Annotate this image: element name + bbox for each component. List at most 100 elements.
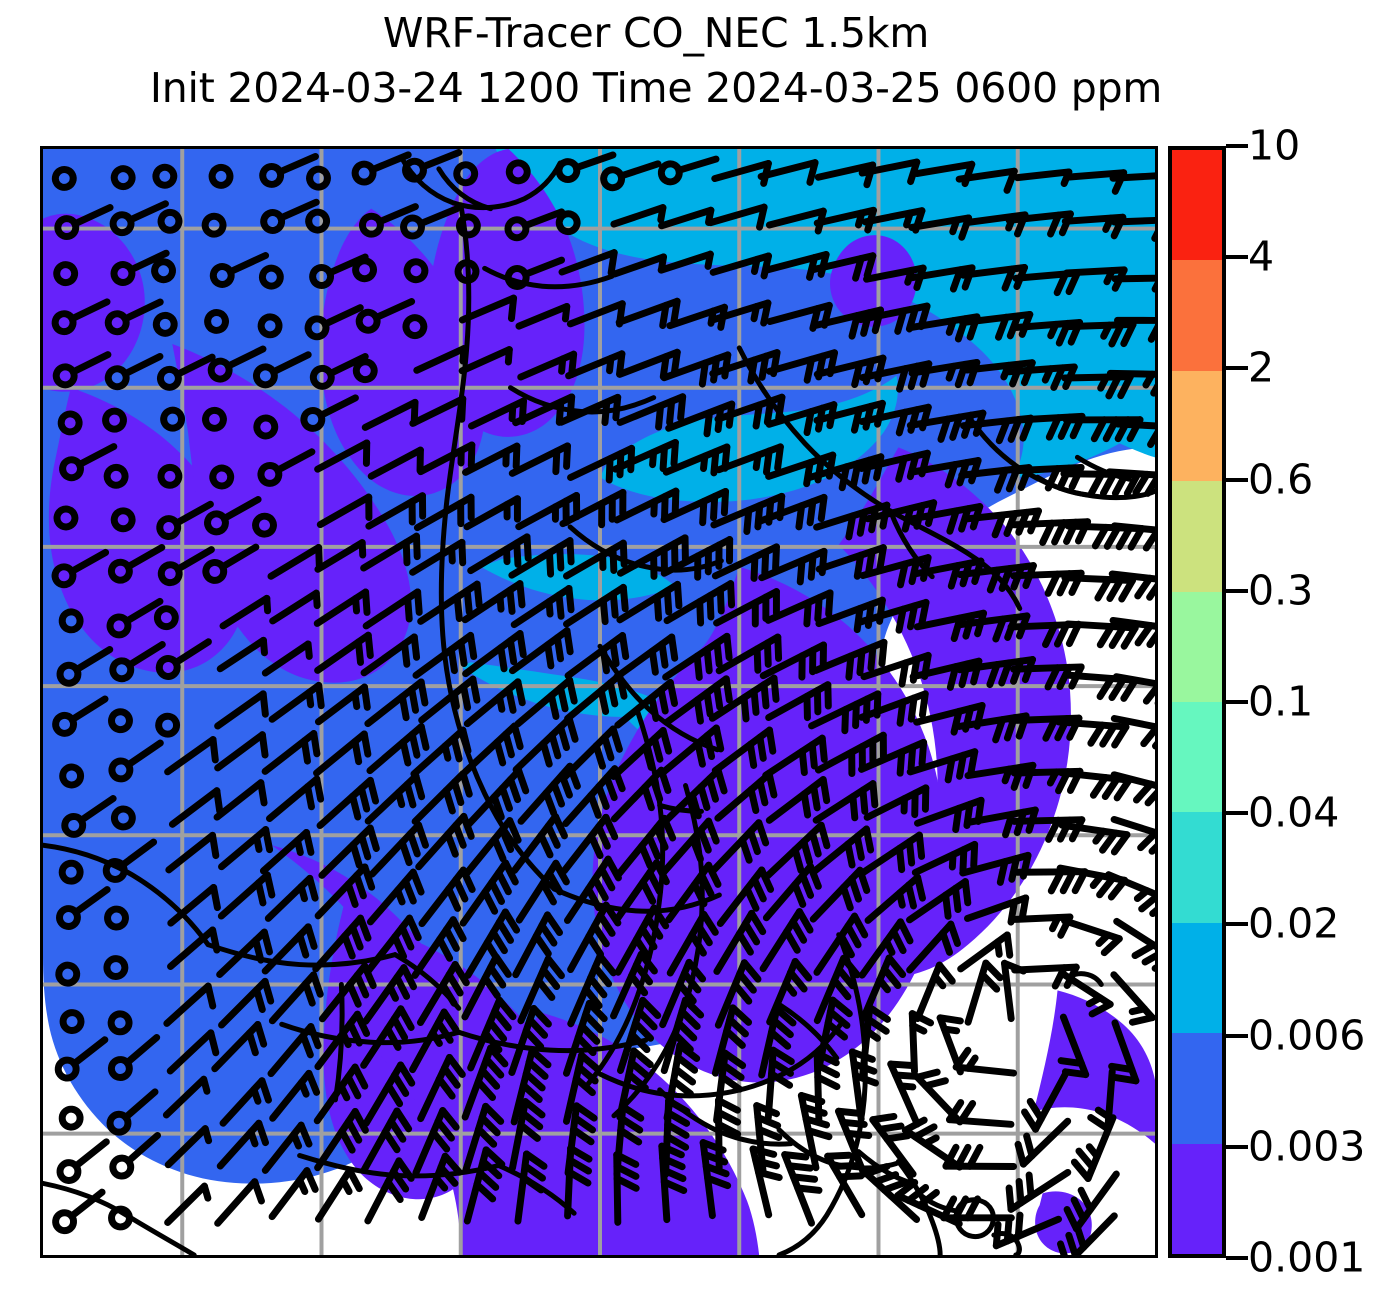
wind-barb: [317, 592, 375, 638]
wind-barb: [949, 1102, 1012, 1124]
wind-barb: [457, 214, 480, 237]
wind-barb: [618, 683, 682, 740]
wind-barb: [218, 735, 273, 783]
wind-barb: [1065, 377, 1131, 397]
wind-barb: [462, 298, 520, 336]
wind-barb: [171, 887, 225, 936]
wind-barb: [956, 1049, 1015, 1073]
wind-barb: [157, 349, 216, 390]
colorbar-label-2: 2: [1248, 343, 1275, 392]
wind-barb: [272, 1171, 321, 1228]
wind-barb: [168, 1186, 213, 1230]
wind-barb: [215, 1025, 271, 1082]
wind-barb: [108, 1205, 133, 1230]
wind-barb: [272, 685, 329, 733]
wind-barb: [353, 258, 377, 282]
wind-barb: [111, 166, 135, 190]
wind-barb: [111, 508, 135, 532]
wind-barb: [108, 540, 166, 584]
colorbar-gradient: [1168, 146, 1226, 1258]
wind-barb: [52, 545, 110, 588]
colorbar-segment-3: [1172, 481, 1222, 592]
wind-barb: [665, 770, 731, 835]
wind-barb: [52, 167, 76, 191]
wind-barb: [762, 551, 832, 595]
wind-barb: [223, 598, 273, 635]
wind-barb: [960, 566, 1035, 594]
wind-barb: [519, 307, 571, 337]
wind-barb: [203, 539, 261, 583]
wind-barb: [662, 1145, 686, 1220]
wind-barb: [413, 542, 472, 587]
wind-barbs-overlay: [43, 149, 1155, 1255]
colorbar-label-8: 0.006: [1248, 1011, 1366, 1060]
wind-barb: [209, 165, 233, 189]
colorbar-segment-9: [1172, 1143, 1222, 1255]
wind-barb: [258, 314, 282, 338]
wind-barb: [168, 740, 224, 787]
wind-barb: [158, 209, 182, 233]
wind-barb: [254, 415, 278, 439]
wind-barb: [462, 350, 514, 381]
colorbar-segment-0: [1172, 150, 1222, 261]
wind-barb: [420, 965, 471, 1033]
wind-barb: [404, 259, 427, 282]
wind-barb: [307, 166, 330, 189]
wind-barb: [422, 679, 485, 735]
wind-barb: [155, 713, 180, 738]
wind-barb: [568, 1148, 590, 1216]
wind-barb: [718, 963, 761, 1033]
wind-barb: [867, 268, 927, 297]
wind-barb: [506, 252, 565, 289]
wind-barb: [111, 805, 136, 830]
wind-barb: [156, 634, 213, 680]
wind-barb: [946, 1147, 1014, 1166]
colorbar-ticks: [1226, 144, 1266, 1260]
map-plot-area: [40, 146, 1158, 1258]
wind-barb: [223, 1081, 275, 1136]
title-line-2: Init 2024-03-24 1200 Time 2024-03-25 060…: [149, 64, 1163, 112]
colorbar-tick-2: [1226, 366, 1248, 371]
wind-barb: [170, 1033, 223, 1084]
colorbar-segment-7: [1172, 922, 1222, 1034]
wind-barb: [59, 764, 84, 789]
colorbar-tick-9: [1226, 1144, 1248, 1149]
wind-barb: [711, 207, 769, 240]
wind-barb: [310, 249, 369, 288]
wind-barb: [467, 1150, 504, 1226]
wind-barb: [305, 300, 364, 340]
wind-barb: [518, 1154, 545, 1223]
wind-barb: [102, 408, 126, 432]
wind-barb: [53, 347, 112, 388]
wind-barb: [108, 708, 133, 733]
wind-barb: [56, 1135, 112, 1184]
wind-barb: [310, 348, 369, 389]
colorbar-label-9: 0.003: [1248, 1122, 1366, 1171]
colorbar-segment-6: [1172, 812, 1222, 923]
wind-barb: [454, 162, 477, 185]
wind-barb: [55, 1033, 111, 1082]
wind-barb: [967, 363, 1034, 389]
wind-barb: [59, 1106, 84, 1131]
wind-barb: [912, 1013, 932, 1071]
wind-barb: [109, 1129, 163, 1180]
wind-barb: [320, 497, 377, 540]
wind-barb: [863, 1008, 889, 1075]
wind-barb: [318, 687, 375, 736]
colorbar-label-1: 4: [1248, 232, 1275, 281]
wind-barb: [59, 860, 84, 885]
wind-barb: [205, 310, 229, 334]
wind-barb: [103, 955, 128, 980]
wind-barb: [108, 736, 165, 783]
colorbar-tick-5: [1226, 700, 1248, 704]
wind-barb: [715, 163, 773, 195]
wind-barb: [272, 975, 327, 1033]
wind-barb: [917, 613, 987, 645]
wind-barb: [620, 397, 690, 440]
wind-barb: [968, 963, 1003, 1027]
colorbar-label-0: 10: [1248, 121, 1301, 170]
wind-barb: [1098, 1023, 1136, 1087]
wind-barb: [318, 543, 368, 579]
wind-barb: [55, 199, 114, 239]
wind-barb: [105, 348, 164, 389]
